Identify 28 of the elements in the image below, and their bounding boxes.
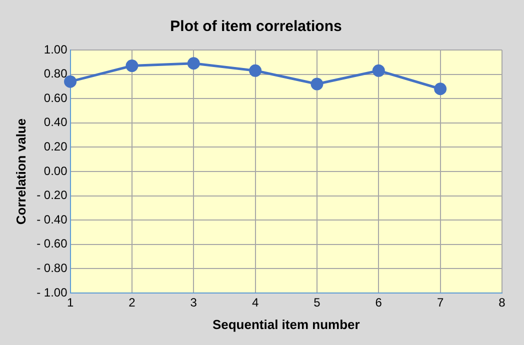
y-tick-label: - 0.80 [36,261,68,276]
y-tick-label: - 0.20 [36,188,68,202]
x-tick-label: 8 [498,296,506,310]
point [187,57,200,70]
x-tick-label: 4 [252,296,259,310]
y-tick-label: 0.80 [44,66,68,81]
y-tick-label: 0.60 [44,90,68,105]
x-tick-label: 3 [190,296,198,310]
x-tick-label: 1 [66,296,74,310]
point [434,82,447,96]
y-axis-title: Correlation value [13,118,28,225]
point [310,78,324,90]
point [249,64,262,77]
y-tick-label: 0.20 [44,140,68,154]
x-tick-label: 2 [128,296,136,310]
y-tick-label: 1.00 [44,42,68,56]
y-tick-label: - 1.00 [36,285,68,300]
x-tick-label: 6 [375,296,382,310]
y-tick-label: 0.40 [44,115,68,130]
y-tick-label: - 0.60 [36,236,68,251]
chart-title: Plot of item correlations [170,18,342,36]
x-axis-title: Sequential item number [212,316,360,332]
point [126,60,138,72]
y-tick-label: 0.00 [44,164,68,178]
x-tick-label: 5 [314,296,321,310]
point [372,64,385,77]
y-tick-label: - 0.40 [36,212,68,226]
x-tick-label: 7 [436,296,444,310]
